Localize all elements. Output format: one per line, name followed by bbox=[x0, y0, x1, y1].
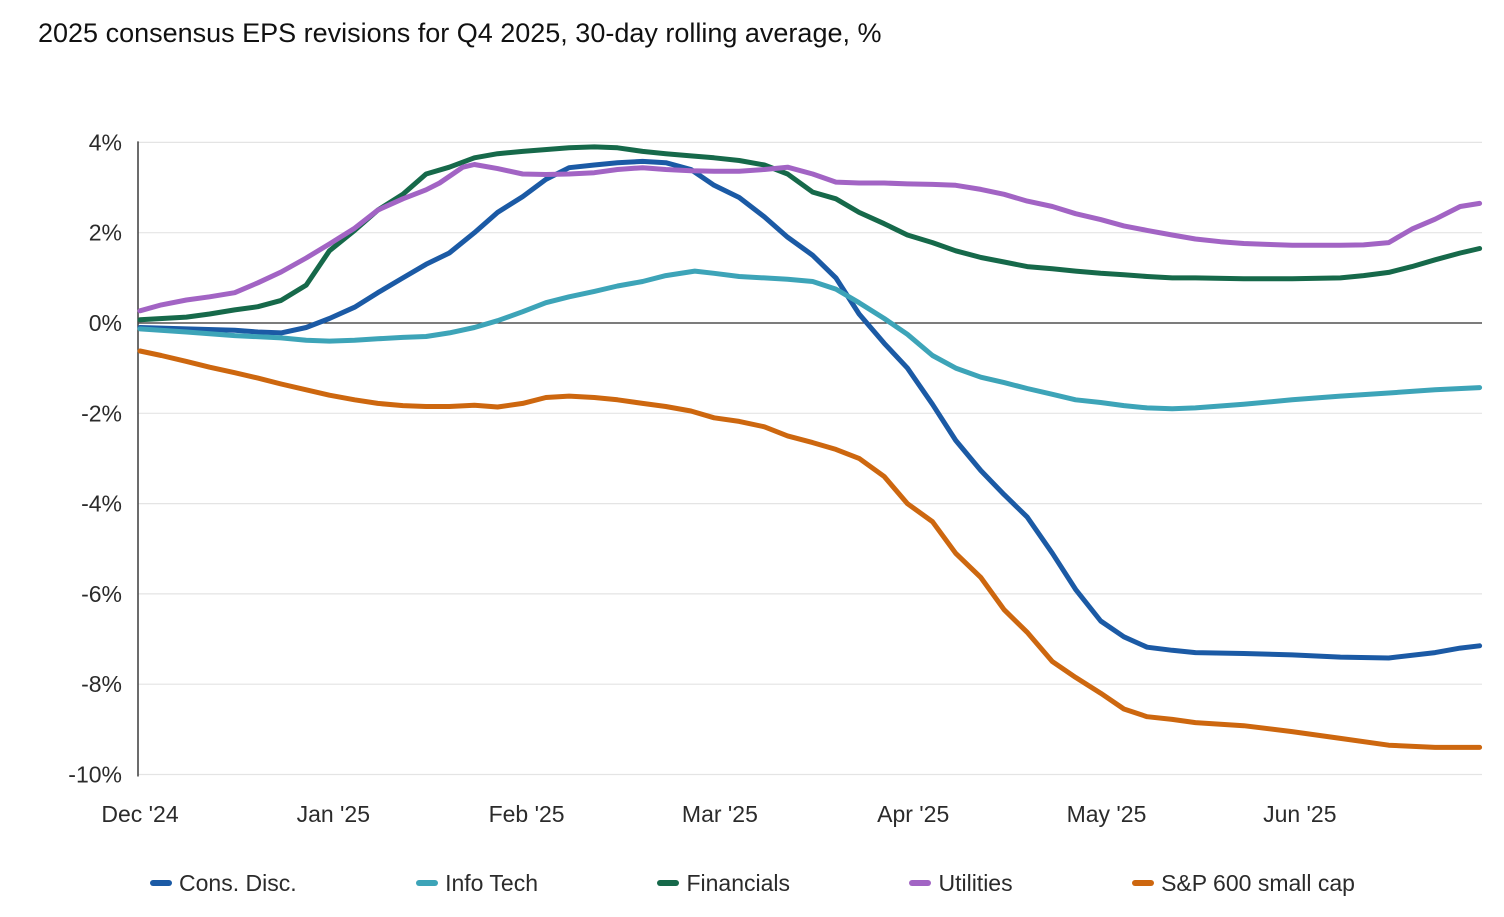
y-tick-label: 4% bbox=[89, 129, 122, 155]
y-tick-label: -10% bbox=[68, 762, 122, 788]
x-tick-label: Apr '25 bbox=[877, 801, 949, 827]
chart-svg: 4% 2% 0% -2% -4% -6% -8% -10% Dec '24 Jan '25 Feb … bbox=[68, 129, 1483, 827]
legend-swatch-icon bbox=[150, 880, 172, 886]
legend-swatch-icon bbox=[1132, 880, 1155, 886]
chart-title: 2025 consensus EPS revisions for Q4 2025… bbox=[38, 18, 882, 48]
series-line-info-tech bbox=[137, 268, 1483, 412]
y-tick-label: 2% bbox=[89, 220, 122, 246]
legend-item-s-p-600-small-cap: S&P 600 small cap bbox=[1132, 870, 1355, 897]
legend-item-financials: Financials bbox=[657, 870, 790, 897]
legend-swatch-icon bbox=[657, 880, 680, 886]
x-tick-label: Dec '24 bbox=[101, 801, 178, 827]
x-tick-label: May '25 bbox=[1067, 801, 1147, 827]
legend-label: Utilities bbox=[938, 869, 1013, 896]
legend-item-info-tech: Info Tech bbox=[416, 870, 538, 897]
legend-swatch-icon bbox=[416, 880, 439, 886]
series-line-cons-disc bbox=[137, 158, 1483, 661]
y-tick-label: -8% bbox=[81, 671, 122, 697]
x-tick-label: Jan '25 bbox=[297, 801, 370, 827]
y-tick-label: -4% bbox=[81, 491, 122, 517]
legend-label: S&P 600 small cap bbox=[1161, 869, 1355, 896]
y-tick-label: -2% bbox=[81, 400, 122, 426]
legend-label: Financials bbox=[686, 869, 790, 896]
plot-area: 4% 2% 0% -2% -4% -6% -8% -10% Dec '24 Jan '25 Feb … bbox=[68, 129, 1483, 827]
chart-legend: Cons. Disc. Info Tech Financials Utilities S… bbox=[150, 866, 1355, 900]
series-line-s-p-600-small-cap bbox=[137, 348, 1483, 750]
legend-label: Cons. Disc. bbox=[179, 869, 297, 896]
y-tick-label: -6% bbox=[81, 581, 122, 607]
legend-item-utilities: Utilities bbox=[909, 869, 1013, 897]
series-line-utilities bbox=[137, 162, 1483, 314]
legend-swatch-icon bbox=[909, 880, 932, 886]
legend-label: Info Tech bbox=[445, 869, 538, 896]
x-tick-label: Jun '25 bbox=[1263, 801, 1336, 827]
x-tick-label: Mar '25 bbox=[682, 801, 758, 827]
legend-item-cons-disc: Cons. Disc. bbox=[150, 870, 297, 897]
y-tick-label: 0% bbox=[89, 310, 122, 336]
x-tick-label: Feb '25 bbox=[489, 801, 565, 827]
